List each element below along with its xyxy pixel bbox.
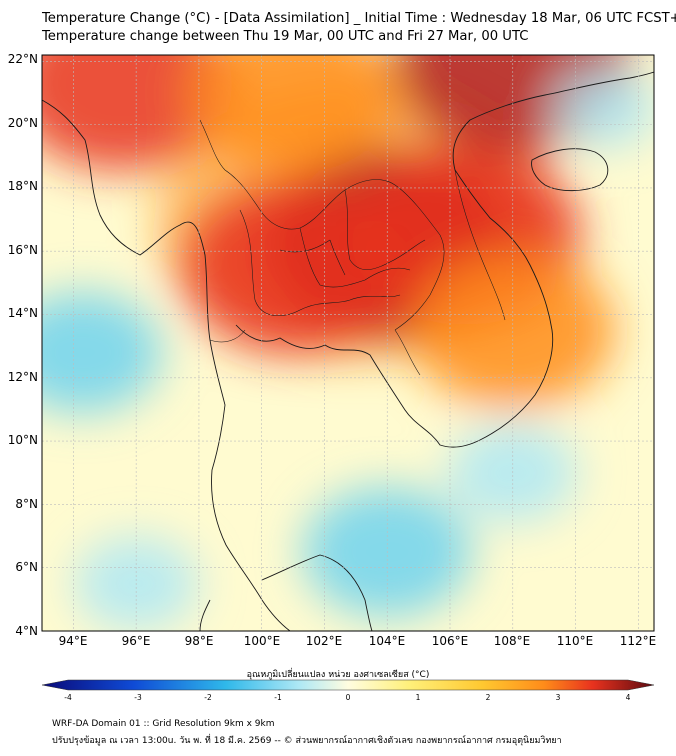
lat-label: 6°N <box>15 560 38 574</box>
lat-label: 14°N <box>8 306 38 320</box>
lon-label: 94°E <box>59 634 88 648</box>
colorbar-ticks: -4 -3 -2 -1 0 1 2 3 4 <box>64 693 630 702</box>
graticule <box>42 55 654 631</box>
lon-label: 106°E <box>432 634 469 648</box>
colorbar-tick: -4 <box>64 693 72 702</box>
colorbar-tick: -3 <box>134 693 142 702</box>
colorbar-tick: 0 <box>346 693 351 702</box>
colorbar-tick: 4 <box>626 693 631 702</box>
map-title: Temperature Change (°C) - [Data Assimila… <box>42 11 676 26</box>
colorbar-tick: 1 <box>416 693 421 702</box>
update-credit: ปรับปรุงข้อมูล ณ เวลา 13:00u. วัน พ. ที่… <box>52 736 562 746</box>
lat-label: 22°N <box>8 52 38 66</box>
colorbar-title: อุณหภูมิเปลี่ยนแปลง หน่วย องศาเซลเซียส (… <box>246 670 430 680</box>
admin-boundaries <box>199 119 506 376</box>
lon-label: 108°E <box>494 634 531 648</box>
map-subtitle: Temperature change between Thu 19 Mar, 0… <box>42 29 529 44</box>
colorbar-ramp <box>41 679 655 691</box>
lon-label: 112°E <box>620 634 657 648</box>
colorbar-tick: 3 <box>556 693 561 702</box>
colorbar: -4 -3 -2 -1 0 1 2 3 4 <box>41 679 655 702</box>
lon-label: 104°E <box>369 634 406 648</box>
coastlines <box>42 71 654 631</box>
lon-label: 98°E <box>185 634 214 648</box>
lat-label: 4°N <box>15 624 38 638</box>
lon-label: 100°E <box>244 634 281 648</box>
anomaly-blob <box>411 251 615 409</box>
lat-label: 8°N <box>15 497 38 511</box>
lon-label: 102°E <box>306 634 343 648</box>
lat-label: 16°N <box>8 243 38 257</box>
lat-label: 20°N <box>8 116 38 130</box>
anomaly-blob <box>188 55 398 174</box>
lat-label: 12°N <box>8 370 38 384</box>
model-info: WRF-DA Domain 01 :: Grid Resolution 9km … <box>52 719 275 729</box>
lat-axis: 22°N 20°N 18°N 16°N 14°N 12°N 10°N 8°N 6… <box>8 52 38 638</box>
map-frame <box>41 54 655 632</box>
colorbar-tick: -1 <box>274 693 282 702</box>
lat-label: 10°N <box>8 433 38 447</box>
lon-axis: 94°E 96°E 98°E 100°E 102°E 104°E 106°E 1… <box>59 634 657 648</box>
anomaly-blob <box>180 179 406 355</box>
anomaly-blob <box>555 70 654 148</box>
anomaly-blob <box>42 55 234 171</box>
lon-label: 110°E <box>557 634 594 648</box>
temperature-change-map: 22°N 20°N 18°N 16°N 14°N 12°N 10°N 8°N 6… <box>8 52 657 648</box>
colorbar-tick: 2 <box>486 693 491 702</box>
lat-label: 18°N <box>8 179 38 193</box>
colorbar-tick: -2 <box>204 693 212 702</box>
anomaly-blob <box>42 291 162 414</box>
anomaly-field <box>42 55 654 631</box>
lon-label: 96°E <box>122 634 151 648</box>
